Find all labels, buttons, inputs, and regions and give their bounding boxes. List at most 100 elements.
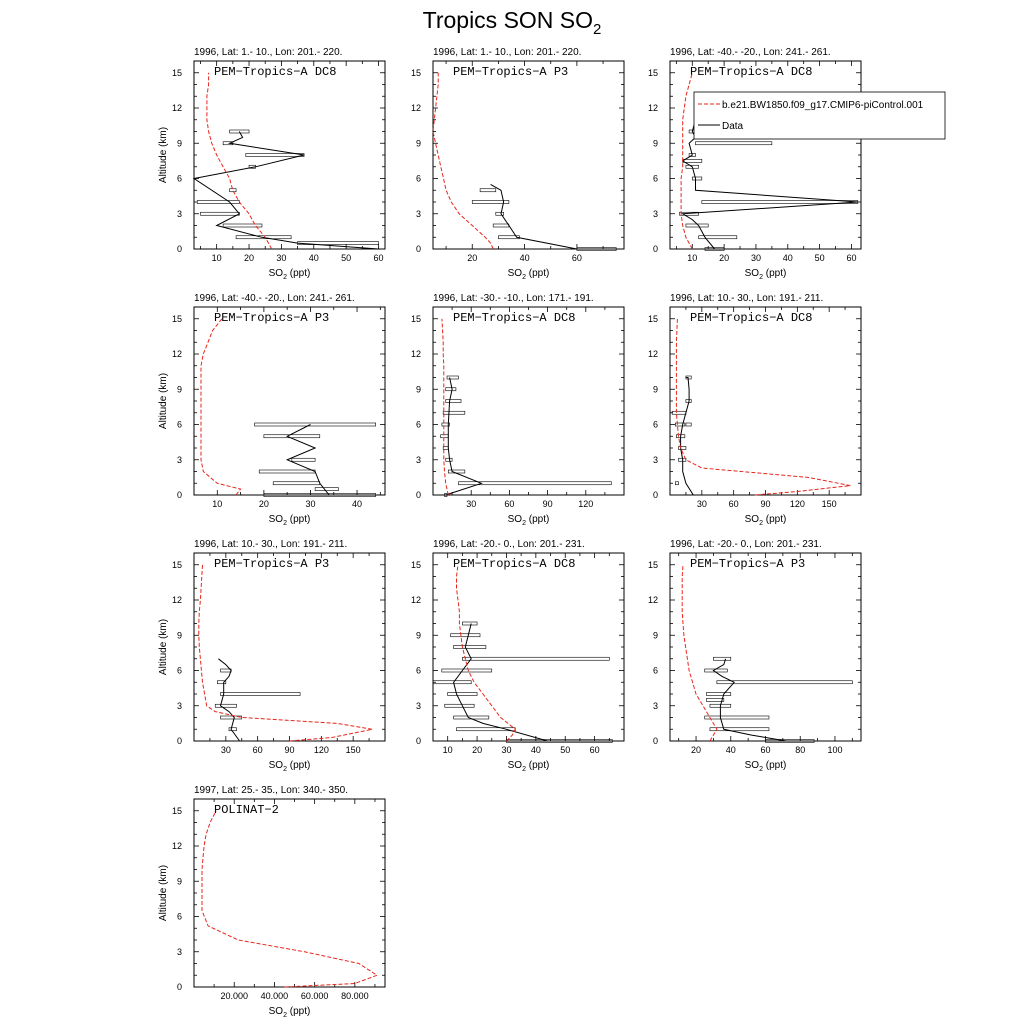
range-box xyxy=(229,129,250,134)
data-series-line xyxy=(218,658,241,742)
plot-frame xyxy=(193,60,386,250)
y-tick-label: 12 xyxy=(172,595,182,605)
data-series-line xyxy=(490,183,577,250)
x-tick-label: 30 xyxy=(501,745,511,755)
y-tick-label: 9 xyxy=(177,876,182,886)
x-tick-label: 60 xyxy=(374,253,384,263)
range-box xyxy=(765,739,815,743)
x-tick-label: 80.000 xyxy=(341,991,369,1001)
plot-frame xyxy=(432,306,625,496)
data-series-line xyxy=(285,424,330,496)
model-series-line xyxy=(432,72,494,250)
data-series-line xyxy=(680,377,694,496)
x-tick-label: 40 xyxy=(783,253,793,263)
chart-panel: 1996, Lat: 10.- 30., Lon: 191.- 211. 0 3 6 9… xyxy=(648,293,862,527)
y-tick-label: 3 xyxy=(177,209,182,219)
plot-frame xyxy=(432,552,625,742)
x-tick-label: 10 xyxy=(687,253,697,263)
x-tick-label: 20 xyxy=(244,253,254,263)
data-series-line xyxy=(681,119,858,250)
x-axis-label: SO2 (ppt) xyxy=(269,268,311,281)
model-series-line xyxy=(675,318,851,496)
x-axis-label: SO2 (ppt) xyxy=(508,760,550,773)
x-tick-label: 20 xyxy=(259,499,269,509)
x-axis-label: SO2 (ppt) xyxy=(269,514,311,527)
x-tick-label: 10 xyxy=(212,253,222,263)
range-box xyxy=(685,422,692,427)
range-box xyxy=(291,457,316,462)
x-tick-label: 90 xyxy=(760,499,770,509)
y-tick-label: 9 xyxy=(653,384,658,394)
range-box xyxy=(314,487,339,491)
range-box xyxy=(447,469,466,474)
x-axis-label: SO2 (ppt) xyxy=(745,514,787,527)
x-axis-label: SO2 (ppt) xyxy=(745,760,787,773)
panel-title: 1996, Lat: 1.- 10., Lon: 201.- 220. xyxy=(194,47,342,58)
y-tick-label: 15 xyxy=(172,68,182,78)
range-box xyxy=(704,247,725,251)
range-box xyxy=(698,235,738,240)
model-series-line xyxy=(206,72,273,250)
range-box xyxy=(716,680,853,685)
x-tick-label: 40 xyxy=(726,745,736,755)
y-tick-label: 3 xyxy=(653,701,658,711)
campaign-label: PEM−Tropics−A P3 xyxy=(453,65,568,79)
x-tick-label: 30 xyxy=(305,499,315,509)
range-box xyxy=(450,633,481,638)
y-tick-label: 6 xyxy=(416,666,421,676)
y-axis-label: Altitude (km) xyxy=(158,619,169,675)
x-tick-label: 60 xyxy=(846,253,856,263)
x-tick-label: 60 xyxy=(590,745,600,755)
y-tick-label: 3 xyxy=(653,209,658,219)
y-tick-label: 6 xyxy=(653,174,658,184)
data-series-line xyxy=(453,623,548,742)
x-axis-label: SO2 (ppt) xyxy=(745,268,787,281)
plot-frame xyxy=(669,60,862,250)
data-series-line xyxy=(712,658,787,742)
y-tick-label: 0 xyxy=(177,736,182,746)
range-box xyxy=(453,645,487,649)
y-tick-label: 12 xyxy=(411,349,421,359)
x-axis-label: SO2 (ppt) xyxy=(508,268,550,281)
y-tick-label: 3 xyxy=(653,455,658,465)
panel-title: 1996, Lat: -30.- -10., Lon: 171.- 191. xyxy=(433,293,594,304)
y-axis-label: Altitude (km) xyxy=(158,127,169,183)
x-tick-label: 90 xyxy=(543,499,553,509)
x-tick-label: 150 xyxy=(822,499,837,509)
y-tick-label: 6 xyxy=(653,666,658,676)
range-box xyxy=(671,410,687,415)
range-box xyxy=(695,141,773,146)
x-tick-label: 60 xyxy=(253,745,263,755)
y-tick-label: 15 xyxy=(411,314,421,324)
model-series-line xyxy=(456,564,516,742)
plot-frame xyxy=(193,306,386,496)
panel-title: 1996, Lat: -20.- 0., Lon: 201.- 231. xyxy=(433,539,585,550)
x-tick-label: 20 xyxy=(472,745,482,755)
y-tick-label: 9 xyxy=(416,384,421,394)
range-box xyxy=(462,621,478,626)
x-tick-label: 100 xyxy=(827,745,842,755)
y-tick-label: 9 xyxy=(653,138,658,148)
figure-title: Tropics SON SO2 xyxy=(423,7,602,38)
x-tick-label: 20 xyxy=(719,253,729,263)
y-tick-label: 6 xyxy=(177,420,182,430)
range-box xyxy=(709,727,770,732)
panel-title: 1996, Lat: 10.- 30., Lon: 191.- 211. xyxy=(194,539,347,550)
legend-label: Data xyxy=(722,121,744,132)
x-tick-label: 40 xyxy=(309,253,319,263)
range-box xyxy=(446,375,459,380)
y-tick-label: 3 xyxy=(416,209,421,219)
range-box xyxy=(440,434,449,439)
panel-title: 1996, Lat: -20.- 0., Lon: 201.- 231. xyxy=(670,539,822,550)
x-tick-label: 30 xyxy=(221,745,231,755)
x-tick-label: 30 xyxy=(697,499,707,509)
campaign-label: PEM−Tropics−A P3 xyxy=(214,557,329,571)
range-box xyxy=(258,469,316,474)
y-tick-label: 3 xyxy=(177,455,182,465)
x-axis-label: SO2 (ppt) xyxy=(269,760,311,773)
range-box xyxy=(442,410,466,415)
y-tick-label: 0 xyxy=(177,982,182,992)
data-series-line xyxy=(192,131,379,250)
x-tick-label: 50 xyxy=(815,253,825,263)
y-tick-label: 3 xyxy=(416,455,421,465)
